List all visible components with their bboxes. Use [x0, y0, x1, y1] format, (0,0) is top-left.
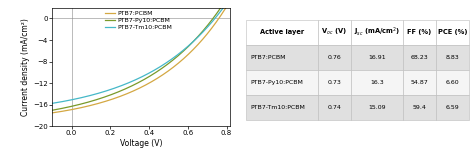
- PTB7-Tm10:PCBM: [168, 59, 173, 61]
- Y-axis label: Current density (mA/cm²): Current density (mA/cm²): [21, 18, 30, 116]
- PTB7:PCBM: [129, 91, 135, 92]
- PTB7:PCBM: [154, 78, 159, 80]
- PTB7-Py10:PCBM: [154, 71, 159, 73]
- PTB7-Py10:PCBM: [227, 1, 232, 3]
- PTB7:PCBM: [227, 1, 232, 3]
- PTB7-Py10:PCBM: [95, 98, 100, 100]
- X-axis label: Voltage (V): Voltage (V): [120, 139, 163, 148]
- PTB7:PCBM: [95, 103, 100, 105]
- PTB7-Tm10:PCBM: [225, 1, 230, 3]
- PTB7:PCBM: [183, 56, 189, 58]
- PTB7:PCBM: [49, 112, 55, 114]
- PTB7-Tm10:PCBM: [129, 80, 135, 82]
- PTB7:PCBM: [81, 106, 86, 108]
- PTB7-Py10:PCBM: [49, 109, 55, 111]
- PTB7-Tm10:PCBM: [227, 1, 232, 3]
- PTB7-Py10:PCBM: [81, 102, 86, 104]
- PTB7-Tm10:PCBM: [183, 47, 189, 49]
- PTB7-Py10:PCBM: [183, 48, 189, 50]
- PTB7-Tm10:PCBM: [95, 93, 100, 94]
- PTB7-Tm10:PCBM: [154, 68, 159, 70]
- PTB7-Tm10:PCBM: [81, 96, 86, 98]
- PTB7-Py10:PCBM: [168, 61, 173, 63]
- PTB7-Tm10:PCBM: [49, 102, 55, 104]
- Legend: PTB7:PCBM, PTB7-Py10:PCBM, PTB7-Tm10:PCBM: PTB7:PCBM, PTB7-Py10:PCBM, PTB7-Tm10:PCB…: [105, 11, 172, 30]
- Line: PTB7:PCBM: PTB7:PCBM: [52, 2, 229, 113]
- Line: PTB7-Tm10:PCBM: PTB7-Tm10:PCBM: [52, 2, 229, 103]
- Line: PTB7-Py10:PCBM: PTB7-Py10:PCBM: [52, 2, 229, 110]
- PTB7-Py10:PCBM: [221, 1, 227, 3]
- PTB7-Py10:PCBM: [129, 85, 135, 87]
- PTB7:PCBM: [168, 68, 173, 70]
